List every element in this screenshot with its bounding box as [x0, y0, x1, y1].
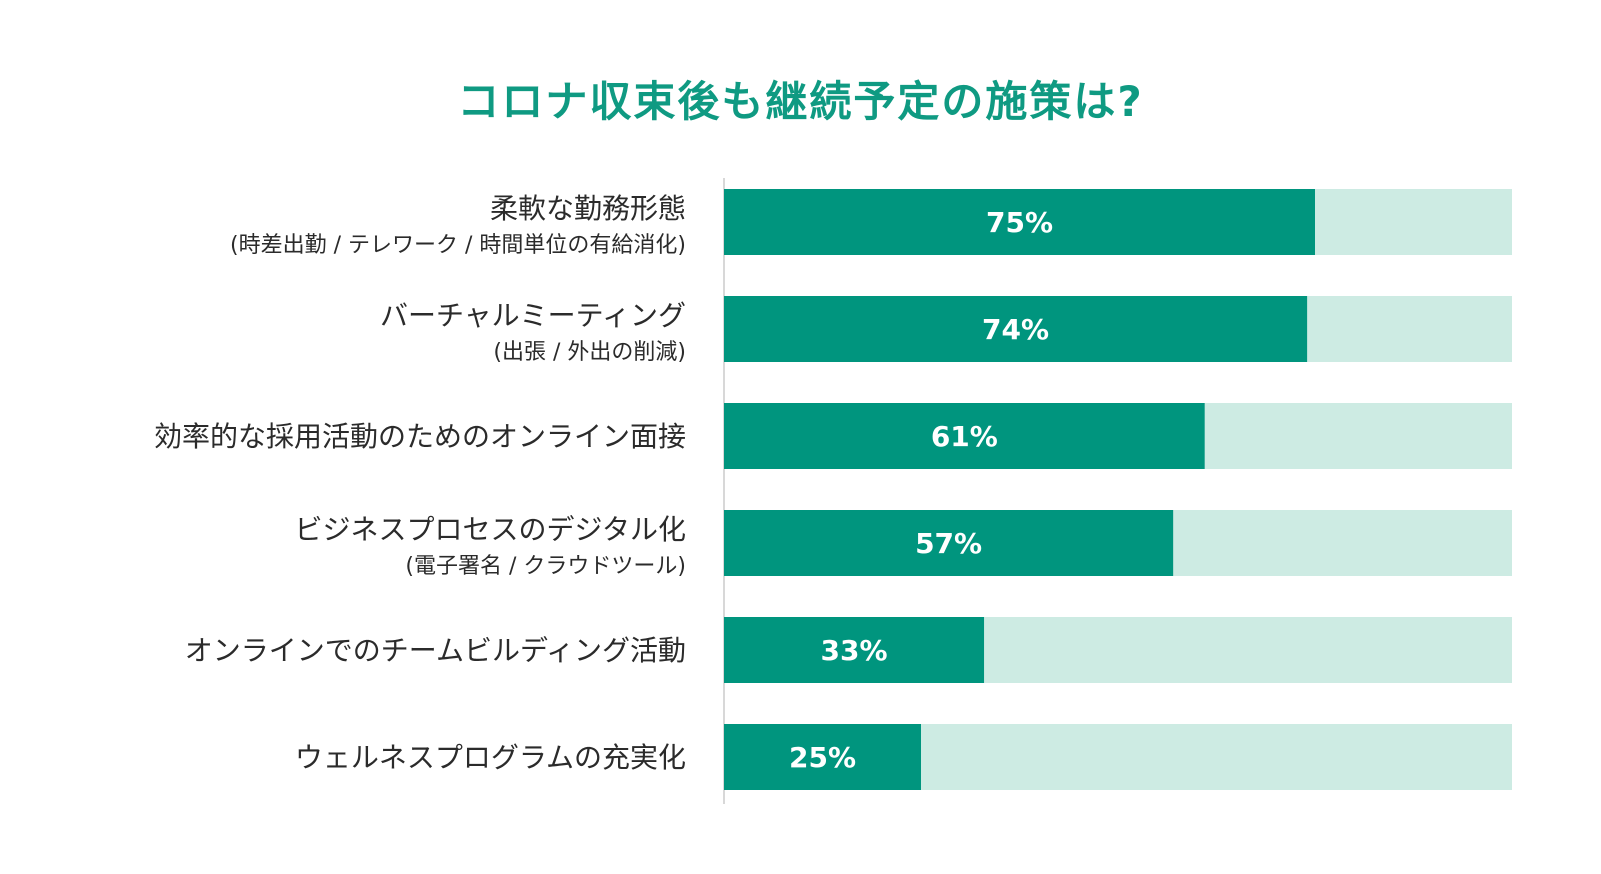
bar-value-label: 57% [915, 527, 982, 560]
bar [724, 403, 1205, 469]
bar-value-label: 61% [931, 420, 998, 453]
category-label: オンラインでのチームビルディング活動 [185, 634, 686, 667]
category-label: バーチャルミーティング [380, 299, 686, 332]
bar [724, 724, 921, 790]
bar-value-label: 75% [986, 206, 1053, 239]
bar-value-label: 74% [982, 313, 1049, 346]
bar-value-label: 33% [821, 634, 888, 667]
category-label: ビジネスプロセスのデジタル化 [295, 513, 686, 546]
category-sublabel: (電子署名 / クラウドツール) [405, 554, 686, 579]
bar [724, 510, 1174, 576]
category-label: 効率的な採用活動のためのオンライン面接 [154, 420, 686, 453]
category-label: ウェルネスプログラムの充実化 [295, 741, 686, 774]
category-label: 柔軟な勤務形態 [490, 192, 686, 225]
category-sublabel: (時差出勤 / テレワーク / 時間単位の有給消化) [230, 233, 686, 258]
bar [724, 189, 1315, 255]
category-sublabel: (出張 / 外出の削減) [493, 340, 686, 365]
chart-title: コロナ収束後も継続予定の施策は? [457, 77, 1144, 126]
bar [724, 296, 1308, 362]
bar-value-label: 25% [789, 741, 856, 774]
bar [724, 617, 985, 683]
